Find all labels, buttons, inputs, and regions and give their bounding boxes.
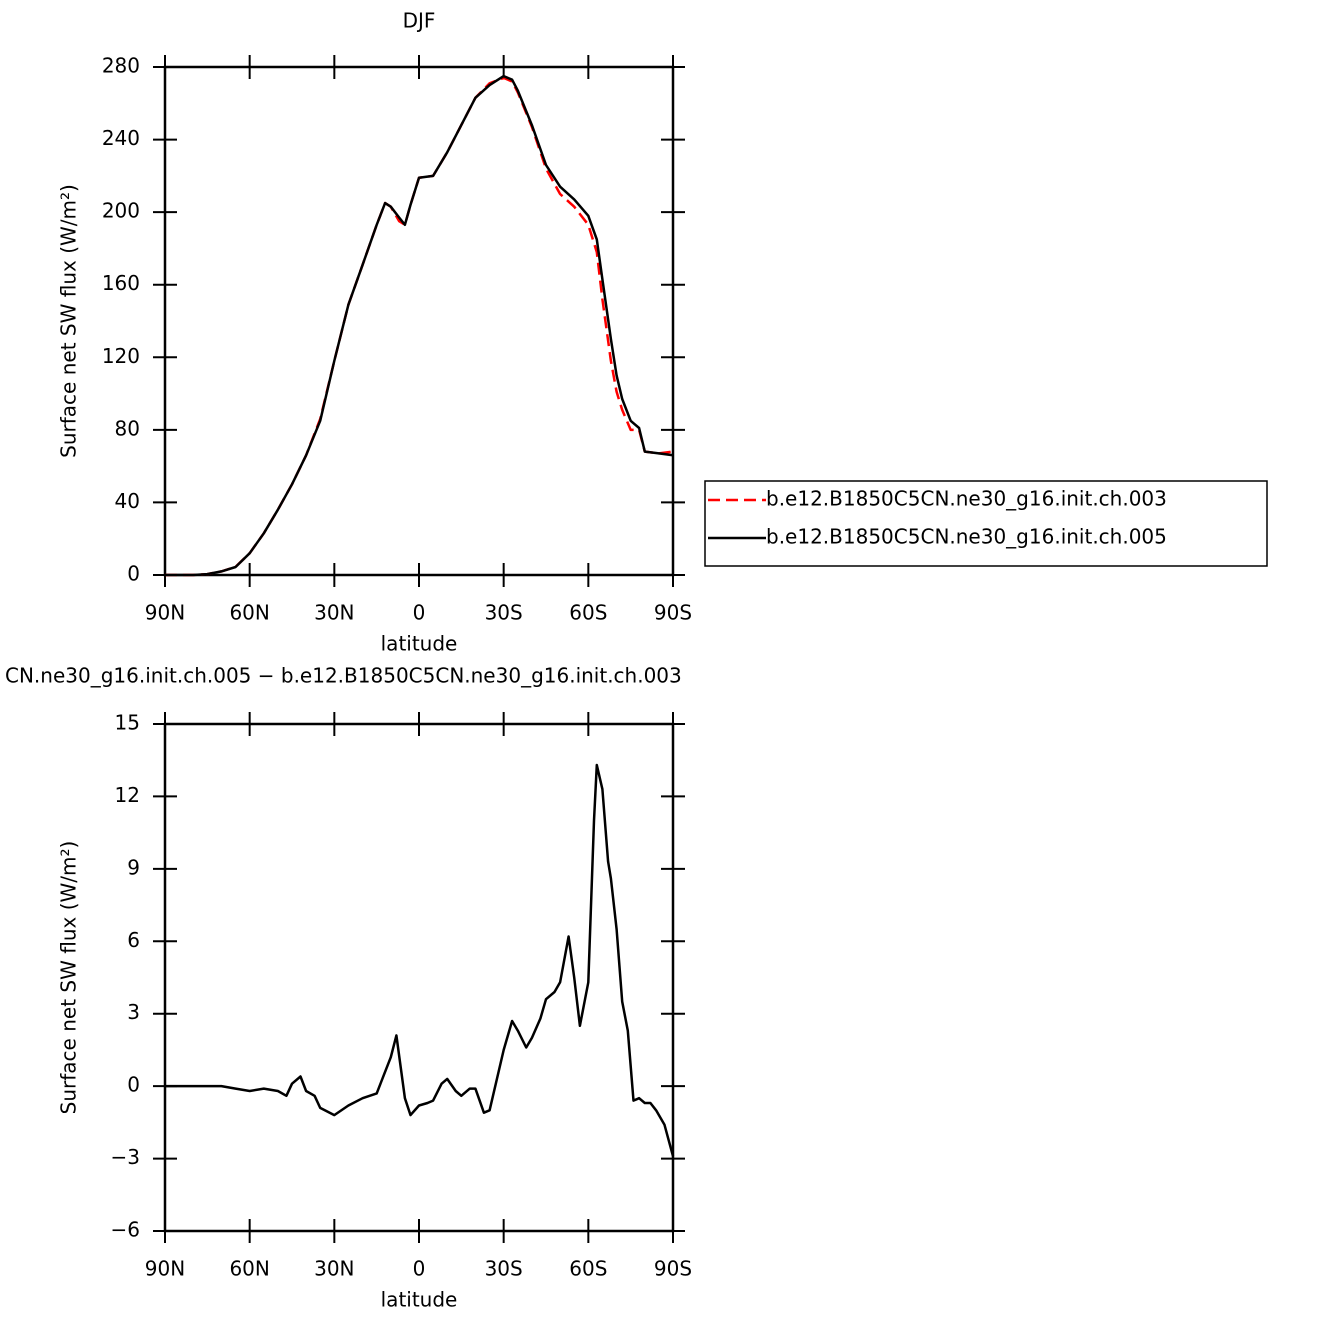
y-tick-label: −3 — [111, 1145, 140, 1169]
y-axis-label: Surface net SW flux (W/m²) — [57, 841, 81, 1115]
chart-title: CN.ne30_g16.init.ch.005 − b.e12.B1850C5C… — [5, 664, 682, 688]
x-tick-label: 90N — [145, 1257, 185, 1281]
legend-box — [704, 480, 1268, 567]
x-tick-label: 30S — [485, 1257, 523, 1281]
x-tick-label: 60S — [569, 601, 607, 625]
legend-label: b.e12.B1850C5CN.ne30_g16.init.ch.005 — [766, 525, 1167, 549]
x-tick-label: 0 — [413, 601, 426, 625]
y-tick-label: 200 — [102, 199, 140, 223]
y-tick-label: 6 — [127, 928, 140, 952]
x-tick-label: 60N — [229, 601, 269, 625]
x-tick-label: 60N — [229, 1257, 269, 1281]
y-tick-label: 0 — [127, 562, 140, 586]
x-tick-label: 90N — [145, 601, 185, 625]
y-tick-label: 3 — [127, 1000, 140, 1024]
x-tick-label: 30S — [485, 601, 523, 625]
x-tick-label: 90S — [654, 1257, 692, 1281]
data-line — [165, 76, 674, 577]
x-tick-label: 30N — [314, 601, 354, 625]
x-tick-label: 0 — [413, 1257, 426, 1281]
y-tick-label: 280 — [102, 54, 140, 78]
legend-label: b.e12.B1850C5CN.ne30_g16.init.ch.003 — [766, 487, 1167, 511]
plot-frame — [163, 722, 675, 1233]
plot-frame — [163, 65, 675, 577]
x-tick-label: 30N — [314, 1257, 354, 1281]
x-tick-label: 90S — [654, 601, 692, 625]
y-tick-label: 240 — [102, 126, 140, 150]
x-axis-label: latitude — [381, 632, 458, 656]
y-tick-label: 15 — [115, 711, 140, 735]
data-line — [165, 763, 675, 1157]
y-tick-label: 120 — [102, 344, 140, 368]
chart-title: DJF — [403, 9, 436, 33]
y-tick-label: 12 — [115, 783, 140, 807]
y-tick-label: 80 — [115, 416, 140, 440]
y-tick-label: 0 — [127, 1073, 140, 1097]
y-tick-label: 40 — [115, 489, 140, 513]
y-axis-label: Surface net SW flux (W/m²) — [57, 184, 81, 458]
x-tick-label: 60S — [569, 1257, 607, 1281]
y-tick-label: −6 — [111, 1218, 140, 1242]
x-axis-label: latitude — [381, 1288, 458, 1312]
y-tick-label: 160 — [102, 271, 140, 295]
data-line — [165, 74, 674, 577]
y-tick-label: 9 — [127, 855, 140, 879]
